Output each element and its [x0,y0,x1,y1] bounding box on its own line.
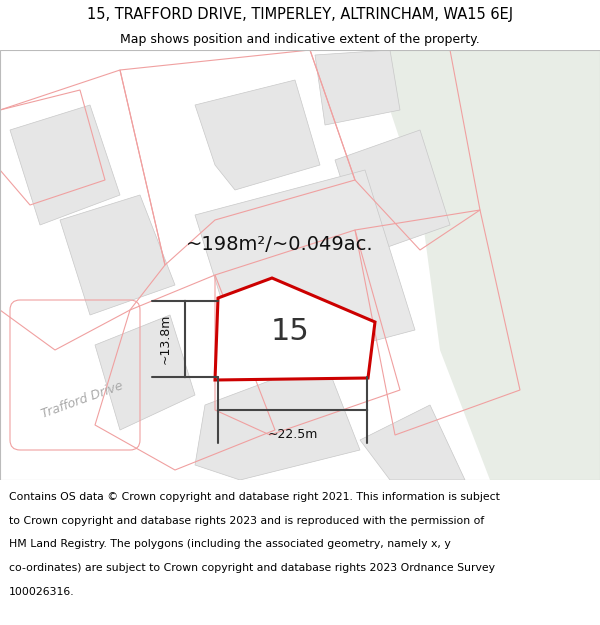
Text: to Crown copyright and database rights 2023 and is reproduced with the permissio: to Crown copyright and database rights 2… [9,516,484,526]
Polygon shape [215,278,375,380]
Text: Contains OS data © Crown copyright and database right 2021. This information is : Contains OS data © Crown copyright and d… [9,492,500,502]
Polygon shape [195,80,320,190]
Text: HM Land Registry. The polygons (including the associated geometry, namely x, y: HM Land Registry. The polygons (includin… [9,539,451,549]
Polygon shape [95,315,195,430]
Text: 100026316.: 100026316. [9,588,74,598]
Text: 15, TRAFFORD DRIVE, TIMPERLEY, ALTRINCHAM, WA15 6EJ: 15, TRAFFORD DRIVE, TIMPERLEY, ALTRINCHA… [87,6,513,21]
Text: Trafford Drive: Trafford Drive [40,379,125,421]
Polygon shape [10,105,120,225]
Polygon shape [360,405,465,480]
Text: co-ordinates) are subject to Crown copyright and database rights 2023 Ordnance S: co-ordinates) are subject to Crown copyr… [9,563,495,573]
Text: Map shows position and indicative extent of the property.: Map shows position and indicative extent… [120,32,480,46]
Polygon shape [335,130,450,255]
Polygon shape [195,360,360,480]
Polygon shape [195,170,415,375]
Text: 15: 15 [270,317,309,346]
Polygon shape [370,50,600,480]
Text: ~22.5m: ~22.5m [268,428,317,441]
Polygon shape [60,195,175,315]
Text: ~13.8m: ~13.8m [158,314,172,364]
Text: ~198m²/~0.049ac.: ~198m²/~0.049ac. [186,236,374,254]
Polygon shape [315,50,400,125]
